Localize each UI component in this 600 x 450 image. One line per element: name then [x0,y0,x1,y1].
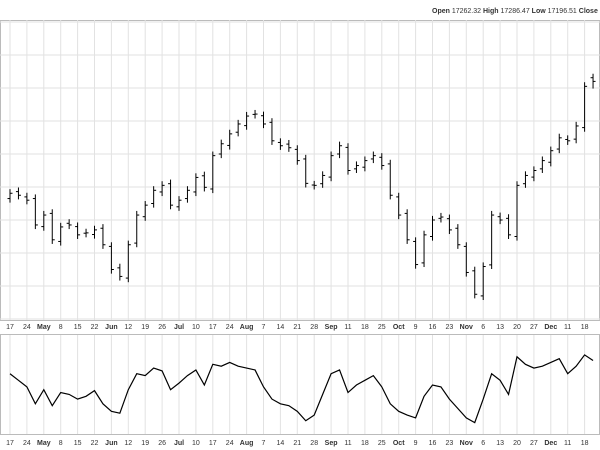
x-tick-label: Dec [544,324,557,331]
x-tick-label: 21 [293,440,301,447]
x-tick-label: 27 [530,324,538,331]
x-tick-label: 18 [361,440,369,447]
x-tick-label: Jul [174,324,184,331]
x-tick-label: 6 [481,324,485,331]
ohlc-header: Open 17262.32 High 17286.47 Low 17196.51… [432,8,600,15]
price-panel [0,20,600,321]
x-tick-label: 24 [23,440,31,447]
x-tick-label: 15 [74,440,82,447]
x-tick-label: 26 [158,440,166,447]
ohlc-label: Low [532,8,547,15]
x-tick-label: 28 [310,440,318,447]
x-tick-label: 19 [141,440,149,447]
x-tick-label: Oct [393,440,405,447]
x-tick-label: Jul [174,440,184,447]
x-tick-label: 24 [23,324,31,331]
x-tick-label: Nov [460,324,473,331]
ohlc-value: 17286.47 [501,8,530,15]
x-tick-label: 20 [513,324,521,331]
x-tick-label: 10 [192,324,200,331]
x-tick-label: May [37,440,51,447]
ohlc-label: High [483,8,499,15]
x-tick-label: Jun [105,324,117,331]
x-tick-label: 6 [481,440,485,447]
x-tick-label: Jun [105,440,117,447]
x-tick-label: 24 [226,440,234,447]
x-tick-label: 21 [293,324,301,331]
ohlc-value: 17262.32 [452,8,481,15]
x-tick-label: 8 [59,324,63,331]
x-tick-label: 13 [496,324,504,331]
x-tick-label: 11 [564,324,571,331]
x-tick-label: Sep [325,324,338,331]
x-tick-label: Oct [393,324,405,331]
ohlc-label: Close [579,8,598,15]
x-tick-label: 8 [59,440,63,447]
x-tick-label: 22 [91,324,99,331]
x-tick-label: 11 [344,440,351,447]
x-tick-label: Dec [544,440,557,447]
x-tick-label: 14 [277,324,285,331]
x-tick-label: 11 [564,440,571,447]
x-tick-label: 11 [344,324,351,331]
x-tick-label: 18 [361,324,369,331]
x-tick-label: 27 [530,440,538,447]
x-tick-label: 17 [6,440,14,447]
x-tick-label: 22 [91,440,99,447]
ohlc-value: 17196.51 [548,8,577,15]
x-tick-label: Aug [240,324,254,331]
x-tick-label: 12 [124,440,132,447]
x-tick-label: 9 [414,440,418,447]
x-tick-label: 25 [378,324,386,331]
x-tick-label: 17 [209,440,217,447]
x-tick-label: 26 [158,324,166,331]
x-tick-label: 13 [496,440,504,447]
x-tick-label: 24 [226,324,234,331]
x-tick-label: 17 [6,324,14,331]
x-tick-label: 23 [446,440,454,447]
ohlc-label: Open [432,8,450,15]
x-tick-label: Sep [325,440,338,447]
indicator-line [9,354,594,424]
x-tick-label: 16 [429,440,437,447]
x-tick-label: 18 [581,440,589,447]
x-tick-label: 19 [141,324,149,331]
x-tick-label: 17 [209,324,217,331]
x-tick-label: 12 [124,324,132,331]
x-tick-label: May [37,324,51,331]
indicator-panel [0,334,600,435]
x-tick-label: 7 [262,324,266,331]
x-tick-label: 23 [446,324,454,331]
x-tick-label: 10 [192,440,200,447]
x-tick-label: 25 [378,440,386,447]
x-tick-label: Aug [240,440,254,447]
x-tick-label: 14 [277,440,285,447]
x-tick-label: 9 [414,324,418,331]
x-tick-label: 15 [74,324,82,331]
x-tick-label: 20 [513,440,521,447]
x-tick-label: 7 [262,440,266,447]
x-tick-label: Nov [460,440,473,447]
x-tick-label: 28 [310,324,318,331]
x-tick-label: 16 [429,324,437,331]
x-tick-label: 18 [581,324,589,331]
